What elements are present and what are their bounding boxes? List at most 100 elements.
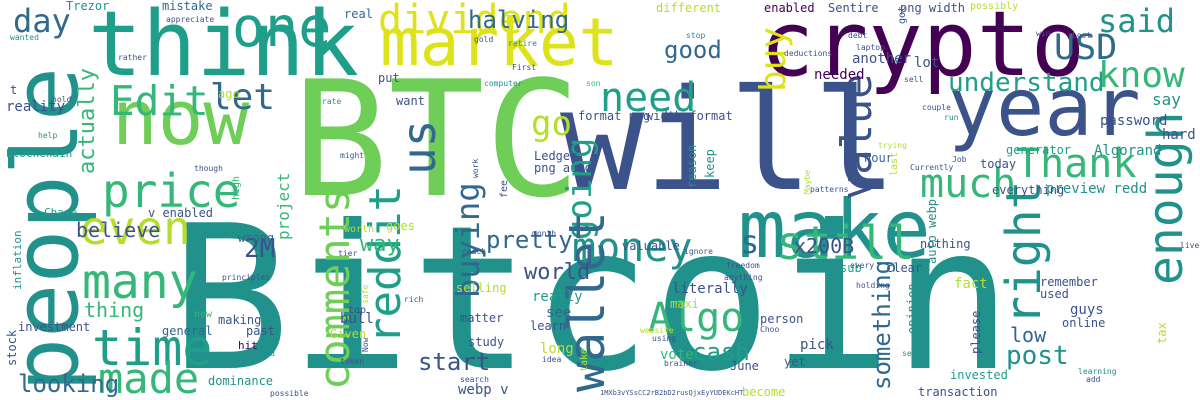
word-learning: learning <box>1078 367 1117 376</box>
word-believe: believe <box>76 218 161 242</box>
word-become: become <box>742 385 786 399</box>
word-laptop: laptop <box>856 43 885 52</box>
word-pick: pick <box>800 337 834 353</box>
word-stop: stop <box>686 31 706 40</box>
word-real: real <box>344 7 373 21</box>
word-many: many <box>82 254 198 310</box>
word-cash: cash <box>692 338 750 366</box>
word-ignore: ignore <box>684 247 713 256</box>
word-dominance: dominance <box>208 374 274 388</box>
word-transaction: transaction <box>918 385 998 399</box>
word-seem: seem <box>902 349 922 358</box>
word-long: long <box>540 341 574 357</box>
word-hard: hard <box>1162 127 1196 143</box>
word-even: even <box>80 201 191 255</box>
word-holding: holding <box>856 281 890 290</box>
word-gold: gold <box>474 35 494 44</box>
word-2m: 2M <box>244 234 276 264</box>
word-year: year <box>948 61 1141 154</box>
word-study: study <box>468 335 505 349</box>
word-crypto: crypto <box>760 0 1086 97</box>
word-given: Given <box>330 327 367 341</box>
word-post: post <box>1006 341 1069 371</box>
word-anything: anything <box>724 273 763 282</box>
word-stock: stock <box>5 329 19 366</box>
word-reach: reach <box>462 247 487 256</box>
word-halving: halving <box>468 6 570 34</box>
word-bitcoin: Bitcoin <box>170 183 1013 400</box>
word-one: one <box>232 0 332 59</box>
word-sentire: Sentire <box>828 1 879 15</box>
word-tax: tax <box>1155 322 1169 344</box>
word-will: will <box>560 60 898 223</box>
word-v-enabled: v enabled <box>148 206 214 220</box>
word-past: past <box>246 324 275 338</box>
word-understand: understand <box>948 68 1105 98</box>
word-mistake: mistake <box>162 0 213 13</box>
word-yet: yet <box>784 355 806 369</box>
word-first: First <box>512 63 537 72</box>
word-website: website <box>640 326 674 335</box>
word-trezor: Trezor <box>66 0 110 13</box>
word-work: work <box>471 158 480 178</box>
word-add: add <box>1086 375 1101 384</box>
word-might: might <box>340 151 365 160</box>
word-see: see <box>546 305 572 321</box>
word-really: really <box>532 289 583 305</box>
word-sell: sell <box>904 75 924 84</box>
word-actually: actually <box>75 68 100 174</box>
word-everything: everything <box>992 183 1065 197</box>
word-invested: invested <box>950 368 1008 382</box>
word-put: put <box>378 71 400 85</box>
word-high: high <box>231 175 242 200</box>
word-brainer: brainer <box>664 359 698 368</box>
word-width-format: width format <box>646 109 733 123</box>
word-generator: generator <box>1006 143 1072 157</box>
word-retire: retire <box>508 39 537 48</box>
word-making: making <box>218 313 262 327</box>
word-us: us <box>392 119 446 175</box>
word-patterns: patterns <box>810 185 849 194</box>
word-auto-webp: auto webp <box>925 198 939 264</box>
word-webp-v: webp v <box>458 382 509 398</box>
word-new: new <box>194 309 213 320</box>
word-keep: keep <box>703 149 717 178</box>
word-june: June <box>730 359 759 373</box>
word-online: online <box>1062 316 1106 330</box>
word-goes: goes <box>386 219 415 233</box>
word-low: low <box>1010 323 1047 347</box>
word-think: think <box>88 0 359 97</box>
word-got: got <box>897 5 908 24</box>
word-hold: hold <box>52 95 72 104</box>
word-help: help <box>38 131 58 140</box>
word-good: good <box>664 36 722 64</box>
word-currently: Currently <box>910 163 954 172</box>
word-now: now <box>112 73 250 162</box>
word-investment: investment <box>18 320 91 334</box>
word-lost: Lost <box>1072 31 1092 40</box>
word-let: let <box>210 77 276 118</box>
word-live: live <box>1180 241 1200 250</box>
word-time: time <box>92 319 213 377</box>
word-maxi: maxi <box>670 297 699 311</box>
word-possible: possible <box>270 389 309 398</box>
word-top: top <box>348 305 367 316</box>
word-format-png: format png <box>578 109 651 123</box>
word-though: though <box>194 164 223 173</box>
word-usd: USD <box>1054 28 1118 68</box>
word-make: make <box>738 183 931 276</box>
word-value: value <box>832 73 881 200</box>
word-wanted: wanted <box>10 33 39 42</box>
word-t: t <box>10 83 18 97</box>
word-rather: rather <box>118 53 147 62</box>
word-made: made <box>98 354 200 400</box>
word-edit: Edit <box>110 77 209 125</box>
word-bull: bull <box>340 311 374 327</box>
word-png-width: png width <box>900 1 966 15</box>
word-vote: vote <box>660 347 694 363</box>
word-reality: reality <box>6 99 66 115</box>
word-buy: buy <box>753 26 794 92</box>
word-hour: hour <box>864 151 893 165</box>
word-dividend: dividend <box>378 0 571 43</box>
